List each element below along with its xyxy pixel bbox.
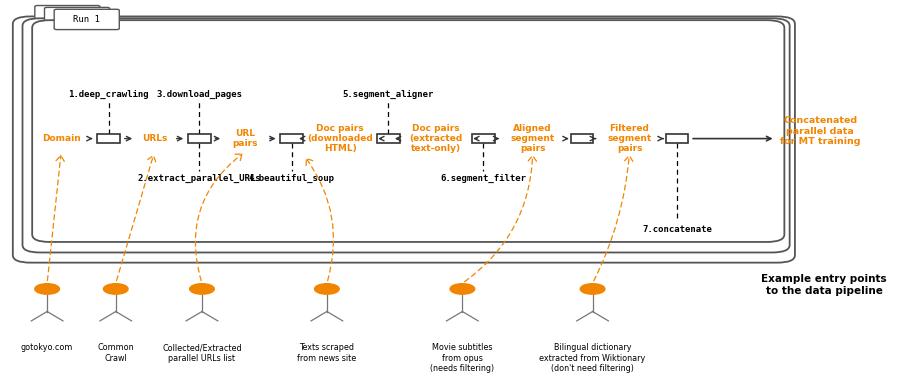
Text: Example entry points
to the data pipeline: Example entry points to the data pipelin…	[761, 274, 886, 296]
Circle shape	[35, 284, 59, 294]
FancyBboxPatch shape	[188, 134, 211, 144]
FancyBboxPatch shape	[13, 16, 795, 263]
Text: Run n: Run n	[54, 11, 81, 20]
Circle shape	[190, 284, 214, 294]
Text: 2.extract_parallel_URLs: 2.extract_parallel_URLs	[138, 174, 261, 183]
FancyArrowPatch shape	[594, 155, 633, 281]
Text: Concatenated
parallel data
for MT training: Concatenated parallel data for MT traini…	[780, 116, 860, 146]
FancyBboxPatch shape	[666, 134, 688, 144]
FancyArrowPatch shape	[195, 154, 242, 281]
FancyBboxPatch shape	[32, 20, 785, 242]
Text: Common
Crawl: Common Crawl	[97, 343, 134, 363]
Text: URLs: URLs	[142, 134, 167, 143]
FancyBboxPatch shape	[44, 7, 110, 28]
Circle shape	[580, 284, 605, 294]
Text: Texts scraped
from news site: Texts scraped from news site	[297, 343, 356, 363]
FancyBboxPatch shape	[472, 134, 495, 144]
FancyBboxPatch shape	[54, 9, 120, 29]
Text: gotokyo.com: gotokyo.com	[21, 343, 73, 353]
Text: 7.concatenate: 7.concatenate	[642, 225, 712, 234]
Text: Run 1: Run 1	[73, 15, 100, 24]
Text: 5.segment_aligner: 5.segment_aligner	[343, 90, 434, 99]
Text: Doc pairs
(extracted
text-only): Doc pairs (extracted text-only)	[410, 124, 463, 154]
Circle shape	[104, 284, 128, 294]
Text: URL
pairs: URL pairs	[232, 129, 257, 148]
Text: Doc pairs
(downloaded
HTML): Doc pairs (downloaded HTML)	[307, 124, 373, 154]
FancyBboxPatch shape	[35, 5, 100, 26]
FancyBboxPatch shape	[571, 134, 593, 144]
Text: Run 2: Run 2	[64, 13, 91, 22]
FancyBboxPatch shape	[22, 18, 789, 253]
Text: 6.segment_filter: 6.segment_filter	[440, 174, 526, 183]
Circle shape	[450, 284, 474, 294]
FancyArrowPatch shape	[306, 159, 334, 281]
Text: Domain: Domain	[41, 134, 81, 143]
Circle shape	[315, 284, 339, 294]
Text: 1.deep_crawling: 1.deep_crawling	[68, 90, 149, 99]
FancyArrowPatch shape	[464, 155, 536, 282]
FancyArrowPatch shape	[48, 155, 65, 280]
Text: Collected/Extracted
parallel URLs list: Collected/Extracted parallel URLs list	[162, 343, 242, 363]
FancyBboxPatch shape	[280, 134, 303, 144]
Text: Movie subtitles
from opus
(needs filtering): Movie subtitles from opus (needs filteri…	[430, 343, 494, 373]
FancyBboxPatch shape	[97, 134, 121, 144]
Text: 4.beautiful_soup: 4.beautiful_soup	[248, 174, 335, 183]
Text: Aligned
segment
pairs: Aligned segment pairs	[510, 124, 555, 154]
FancyBboxPatch shape	[377, 134, 400, 144]
Text: Filtered
segment
pairs: Filtered segment pairs	[608, 124, 652, 154]
Text: Bilingual dictionary
extracted from Wiktionary
(don't need filtering): Bilingual dictionary extracted from Wikt…	[539, 343, 645, 373]
FancyArrowPatch shape	[116, 155, 156, 281]
Text: 3.download_pages: 3.download_pages	[157, 90, 242, 99]
